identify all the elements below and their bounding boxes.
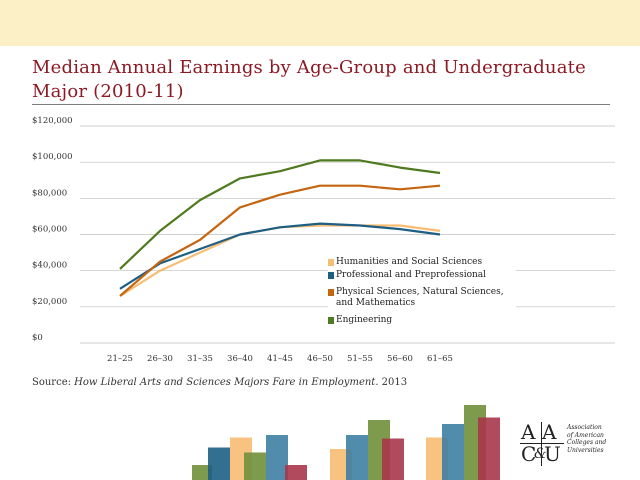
grid-layer bbox=[80, 125, 615, 344]
x-tick-label: 36–40 bbox=[227, 354, 253, 364]
logo-rule-v bbox=[541, 422, 542, 466]
series-line-professional bbox=[119, 222, 441, 290]
decor-bar bbox=[208, 447, 230, 480]
decorative-bars bbox=[192, 405, 500, 480]
x-tick-label: 26–30 bbox=[147, 354, 173, 364]
logo-line-2: of American bbox=[567, 431, 604, 439]
x-tick-label: 21–25 bbox=[107, 354, 133, 364]
logo-line-3: Colleges and bbox=[567, 439, 607, 446]
logo-letter-a2: A bbox=[542, 420, 557, 444]
source-suffix: . 2013 bbox=[375, 377, 408, 388]
x-axis-ticks: 21–25 26–30 31–35 36–40 41–45 46–50 51–55 56–60… bbox=[107, 354, 453, 364]
legend-label-professional: Professional and Preprofessional bbox=[336, 270, 487, 280]
aacu-logo: A A C & U bbox=[520, 420, 564, 468]
y-axis-ticks: $0 $20,000 $40,000 $60,000 $80,000 $100,000 $1… bbox=[32, 116, 73, 343]
logo-line-4: Universities bbox=[567, 446, 604, 454]
y-tick-label: $100,000 bbox=[32, 152, 73, 162]
decor-bar bbox=[244, 452, 266, 480]
y-tick-label: $60,000 bbox=[32, 225, 67, 235]
logo-line-1: Association bbox=[567, 424, 602, 431]
decor-bar bbox=[192, 465, 212, 480]
logo-letter-a1: A bbox=[521, 420, 536, 444]
title-divider bbox=[32, 104, 610, 105]
source-prefix: Source: bbox=[32, 377, 75, 388]
series-line-engineering bbox=[119, 159, 441, 270]
legend-label-engineering: Engineering bbox=[336, 315, 393, 325]
logo-rule-h bbox=[520, 443, 564, 444]
legend-swatch-physical bbox=[328, 289, 334, 296]
x-tick-label: 56–60 bbox=[387, 354, 413, 364]
y-tick-label: $20,000 bbox=[32, 297, 67, 307]
decor-bar bbox=[346, 435, 368, 480]
legend-label-humanities: Humanities and Social Sciences bbox=[336, 257, 483, 267]
decor-bar bbox=[442, 424, 464, 480]
legend-swatch-humanities bbox=[328, 259, 334, 266]
header-band bbox=[0, 0, 640, 46]
decor-bar bbox=[266, 435, 288, 480]
logo-wordmark: Association of American Colleges and Uni… bbox=[567, 424, 637, 454]
series-line-physical bbox=[119, 184, 441, 297]
y-tick-label: $120,000 bbox=[32, 116, 73, 126]
y-tick-label: $40,000 bbox=[32, 261, 67, 271]
decor-bar bbox=[478, 417, 500, 480]
x-tick-label: 41–45 bbox=[267, 354, 293, 364]
legend-swatch-engineering bbox=[328, 317, 334, 324]
legend-item-physical: Physical Sciences, Natural Sciences, and… bbox=[328, 287, 516, 309]
chart-title: Median Annual Earnings by Age-Group and … bbox=[32, 57, 586, 102]
legend-label-physical: Physical Sciences, Natural Sciences, and… bbox=[336, 287, 504, 308]
x-tick-label: 46–50 bbox=[307, 354, 333, 364]
logo-letter-u: U bbox=[544, 442, 561, 466]
logo-ampersand: & bbox=[534, 446, 546, 462]
legend-swatch-professional bbox=[328, 272, 334, 279]
legend-item-engineering: Engineering bbox=[328, 315, 393, 326]
x-tick-label: 61–65 bbox=[427, 354, 453, 364]
source-note: Source: How Liberal Arts and Sciences Ma… bbox=[32, 377, 407, 388]
decor-bar bbox=[285, 465, 307, 480]
source-title: How Liberal Arts and Sciences Majors Far… bbox=[74, 377, 376, 388]
chart-legend: Humanities and Social Sciences Professio… bbox=[328, 251, 516, 331]
legend-item-humanities: Humanities and Social Sciences bbox=[328, 257, 483, 268]
x-tick-label: 31–35 bbox=[187, 354, 213, 364]
logo-letter-c: C bbox=[521, 442, 537, 466]
series-layer bbox=[119, 159, 441, 297]
decor-bar bbox=[382, 438, 404, 480]
y-tick-label: $0 bbox=[32, 333, 43, 343]
x-tick-label: 51–55 bbox=[347, 354, 373, 364]
legend-item-professional: Professional and Preprofessional bbox=[328, 270, 487, 281]
y-tick-label: $80,000 bbox=[32, 188, 67, 198]
